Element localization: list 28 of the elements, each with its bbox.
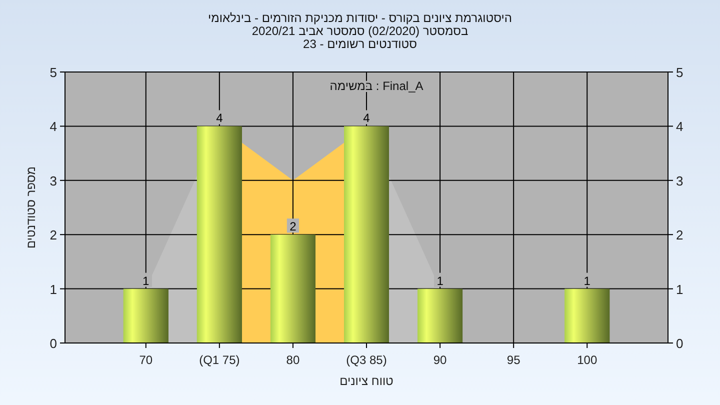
y-tick-label: 4 <box>50 119 57 134</box>
chart-title: היסטוגרמת ציונים בקורס - יסודות מכניקת הזורמים - בינלאומי <box>208 11 512 25</box>
y-tick-label: 3 <box>50 173 57 188</box>
x-tick-label: (Q1 75) <box>199 353 240 367</box>
x-tick-label: 95 <box>506 353 521 367</box>
x-tick-label: 80 <box>286 353 300 367</box>
data-label: 4 <box>363 111 370 126</box>
y-tick-label: 1 <box>50 282 57 297</box>
x-axis-title: טווח ציונים <box>340 374 394 388</box>
y2-tick-label: 2 <box>676 228 684 243</box>
x-tick-label: 90 <box>433 353 448 367</box>
y-tick-label: 0 <box>50 336 57 351</box>
y2-tick-label: 3 <box>676 173 684 188</box>
x-tick-label: (Q3 85) <box>346 353 387 367</box>
y2-tick-label: 0 <box>676 336 684 351</box>
y2-tick-label: 5 <box>676 65 684 80</box>
data-label: 1 <box>142 274 150 288</box>
y-tick-label: 2 <box>50 228 57 243</box>
y-tick-label: 5 <box>50 65 57 80</box>
y2-tick-label: 1 <box>676 282 684 297</box>
data-label: 1 <box>584 274 591 288</box>
data-label: 2 <box>290 220 297 234</box>
y2-tick-label: 4 <box>676 119 684 134</box>
data-label: 1 <box>436 274 444 288</box>
data-label: 4 <box>216 111 224 126</box>
x-tick-label: 100 <box>577 353 598 367</box>
y-axis-title: מספר סטודנטים <box>24 166 38 249</box>
x-tick-label: 70 <box>139 353 153 367</box>
